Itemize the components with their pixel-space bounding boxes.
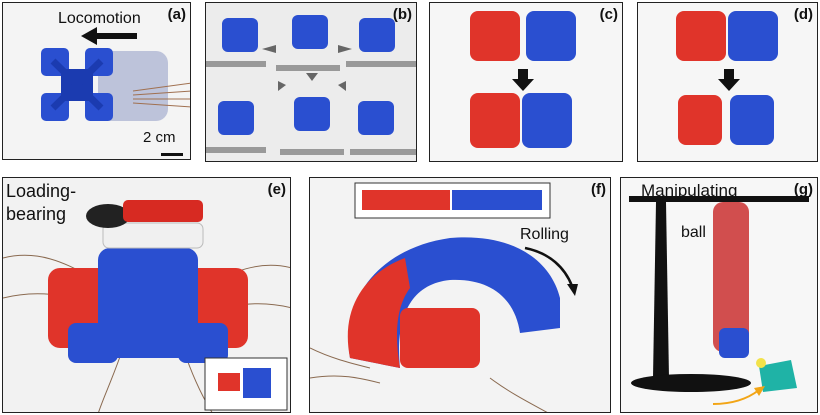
panel-g: (g) Manipulating ball bbox=[620, 177, 818, 413]
rulers bbox=[206, 61, 416, 155]
panel-a-photo bbox=[3, 3, 190, 159]
target-box bbox=[756, 358, 797, 392]
manipulating-caption-line2: ball bbox=[681, 224, 706, 241]
locomotion-caption: Locomotion bbox=[58, 10, 141, 27]
panel-f-photo bbox=[310, 178, 610, 412]
panel-label-a: (a) bbox=[167, 6, 186, 23]
robot-pair-top bbox=[676, 11, 778, 61]
panel-label-c: (c) bbox=[599, 6, 618, 23]
manipulating-caption-line1: Manipulating bbox=[641, 181, 738, 200]
support-frame bbox=[629, 196, 809, 392]
panel-c-photo bbox=[430, 3, 622, 161]
panel-label-g: (g) bbox=[793, 181, 813, 198]
cable-bundle bbox=[132, 82, 190, 108]
inset-image bbox=[354, 182, 551, 219]
loading-caption-line1: Loading- bbox=[6, 181, 77, 201]
ball-path-arrow bbox=[712, 386, 765, 405]
scale-bar bbox=[161, 153, 183, 156]
loading-caption-line2: bearing bbox=[6, 204, 67, 224]
multimeter-load bbox=[86, 200, 204, 249]
panel-g-photo bbox=[621, 178, 817, 412]
panel-d: (d) bbox=[637, 2, 818, 162]
robot-pair-bottom bbox=[678, 95, 774, 145]
panel-label-f: (f) bbox=[591, 181, 606, 198]
panel-a: (a) Locomotion 2 cm bbox=[2, 2, 191, 160]
ghost-robot bbox=[98, 51, 168, 121]
panel-b: (b) bbox=[205, 2, 417, 162]
locomotion-arrow bbox=[81, 27, 137, 45]
panel-label-b: (b) bbox=[392, 6, 412, 23]
panel-f: (f) Rolling bbox=[309, 177, 611, 413]
hanging-robot-chain bbox=[713, 202, 749, 358]
robot-pair-top bbox=[470, 11, 576, 61]
down-arrow bbox=[718, 69, 740, 91]
scale-label: 2 cm bbox=[143, 129, 176, 146]
panel-b-photo bbox=[206, 3, 416, 161]
panel-e-photo bbox=[3, 178, 290, 412]
direction-arrows bbox=[262, 45, 352, 91]
rolling-arrow bbox=[524, 246, 578, 296]
robot-poses bbox=[218, 15, 395, 135]
rolling-caption: Rolling bbox=[520, 226, 569, 243]
panel-label-d: (d) bbox=[793, 6, 813, 23]
cable-bundle bbox=[310, 347, 548, 412]
inset-image bbox=[204, 357, 288, 411]
blue-robot bbox=[41, 48, 113, 121]
panel-c: (c) bbox=[429, 2, 623, 162]
rolling-robot bbox=[347, 237, 560, 368]
panel-e: (e) Loading- bearing bbox=[2, 177, 291, 413]
robot-array bbox=[48, 248, 248, 363]
robot-pair-bottom bbox=[470, 93, 572, 148]
panel-d-photo bbox=[638, 3, 817, 161]
panel-label-e: (e) bbox=[267, 181, 286, 198]
down-arrow bbox=[512, 69, 534, 91]
